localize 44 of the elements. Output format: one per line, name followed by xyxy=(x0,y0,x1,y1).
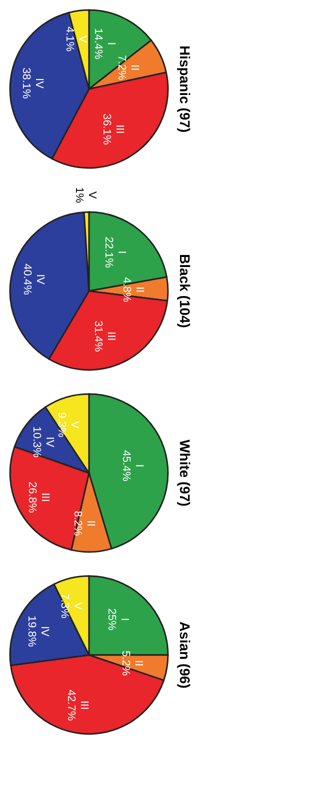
slice-label: II xyxy=(133,286,146,293)
data-label: 31.4% xyxy=(92,320,104,352)
slice-label: V xyxy=(86,191,98,200)
text: Asian (96) xyxy=(177,622,193,688)
data-label: 9.3% xyxy=(55,412,68,438)
text: White (97) xyxy=(177,440,193,506)
slice-label: V xyxy=(76,35,89,44)
data-label: 40.4% xyxy=(20,264,33,296)
slice-label: III xyxy=(38,492,51,502)
slice-label: V xyxy=(68,421,80,430)
slice-label: IV xyxy=(43,436,56,448)
data-label: 19.8% xyxy=(26,616,38,648)
data-label: 25% xyxy=(106,608,118,631)
slice-label: I xyxy=(118,618,131,621)
data-label: 45.4% xyxy=(120,450,132,482)
text: Hispanic (97) xyxy=(177,45,193,133)
data-label: 7.2% xyxy=(116,55,128,80)
slice-label: I xyxy=(132,464,145,468)
slice-label: V xyxy=(72,602,84,610)
data-label: 1% xyxy=(73,187,86,204)
slice-label: IV xyxy=(34,274,46,286)
data-label: 8.2% xyxy=(72,510,84,536)
data-label: 10.3% xyxy=(30,426,42,458)
slice-label: IV xyxy=(32,78,45,90)
slice-label: II xyxy=(128,64,141,71)
slice-label: II xyxy=(132,660,145,666)
data-label: 26.8% xyxy=(26,482,38,514)
data-label: 38.1% xyxy=(20,68,32,100)
slice-label: IV xyxy=(38,626,51,638)
data-label: 14.4% xyxy=(92,28,104,60)
slice-label: II xyxy=(84,520,97,526)
data-label: 4.8% xyxy=(120,277,132,302)
data-label: 5.2% xyxy=(120,650,132,676)
data-label: 36.1% xyxy=(100,114,112,145)
data-label: 7.3% xyxy=(58,593,71,619)
data-label: 22.1% xyxy=(102,236,114,268)
slice-label: I xyxy=(115,250,128,254)
slice-label: I xyxy=(105,42,118,46)
slice-label: III xyxy=(78,700,90,710)
slice-label: III xyxy=(113,124,126,134)
slice-label: III xyxy=(105,332,118,341)
text: Black (104) xyxy=(177,254,193,328)
data-label: 42.7% xyxy=(65,690,78,721)
data-label: 4.1% xyxy=(64,26,76,52)
